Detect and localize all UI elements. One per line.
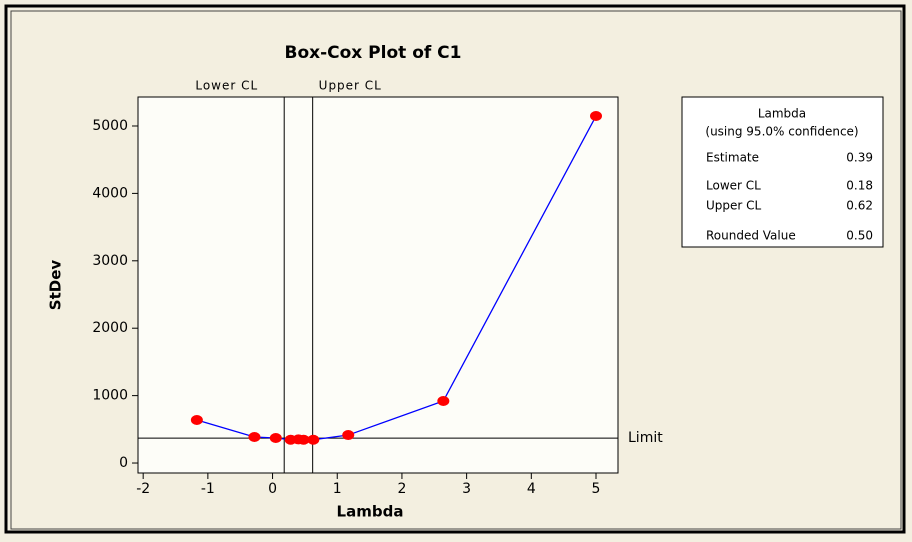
limit-label: Limit bbox=[628, 430, 663, 446]
legend-row-value: 0.50 bbox=[846, 229, 873, 243]
frame-inner bbox=[10, 10, 902, 530]
plot-area bbox=[137, 96, 619, 474]
data-point bbox=[190, 415, 203, 426]
legend-row-value: 0.62 bbox=[846, 199, 873, 213]
data-point bbox=[437, 396, 450, 407]
x-tick-label: 0 bbox=[268, 481, 277, 497]
data-point bbox=[307, 434, 320, 445]
y-tick-label: 4000 bbox=[92, 185, 128, 201]
x-tick-label: 5 bbox=[592, 481, 601, 497]
data-point bbox=[297, 434, 310, 445]
legend-subtitle: (using 95.0% confidence) bbox=[705, 125, 858, 139]
x-tick-label: -2 bbox=[136, 481, 150, 497]
frame bbox=[4, 4, 906, 534]
x-tick-label: 1 bbox=[333, 481, 342, 497]
x-tick-label: 3 bbox=[462, 481, 471, 497]
legend-row-label: Lower CL bbox=[706, 179, 761, 193]
x-axis-label: Lambda bbox=[337, 503, 404, 521]
legend-row-label: Estimate bbox=[706, 151, 759, 165]
data-point bbox=[590, 111, 603, 122]
data-point bbox=[248, 432, 261, 443]
y-tick-label: 2000 bbox=[92, 320, 128, 336]
chart-title: Box-Cox Plot of C1 bbox=[284, 43, 461, 63]
y-tick-label: 1000 bbox=[92, 388, 128, 404]
y-tick-label: 5000 bbox=[92, 118, 128, 134]
confidence-label: Lower CL bbox=[195, 79, 258, 93]
x-tick-label: 2 bbox=[397, 481, 406, 497]
data-point bbox=[269, 433, 282, 444]
legend-row-label: Upper CL bbox=[706, 199, 762, 213]
legend-title: Lambda bbox=[758, 107, 806, 121]
legend-box bbox=[681, 96, 884, 248]
x-tick-label: 4 bbox=[527, 481, 536, 497]
legend-row-value: 0.39 bbox=[846, 151, 873, 165]
y-tick-label: 3000 bbox=[92, 253, 128, 269]
legend-row-label: Rounded Value bbox=[706, 229, 796, 243]
x-tick-label: -1 bbox=[201, 481, 215, 497]
confidence-label: Upper CL bbox=[319, 79, 382, 93]
y-axis-label: StDev bbox=[47, 260, 65, 311]
legend-row-value: 0.18 bbox=[846, 179, 873, 193]
data-point bbox=[342, 430, 355, 441]
y-tick-label: 0 bbox=[119, 455, 128, 471]
